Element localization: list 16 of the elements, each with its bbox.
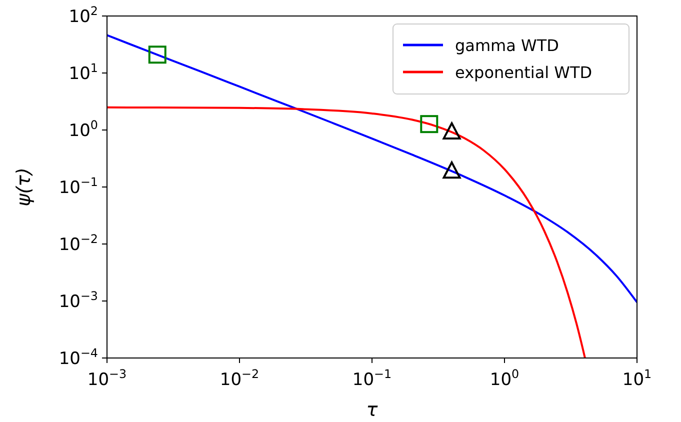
y-tick-label: 10$^{−3}$	[58, 289, 98, 312]
y-tick-label: 10$^{−4}$	[58, 346, 98, 369]
y-tick-label: 10$^{1}$	[68, 61, 98, 84]
y-tick-label: 10$^{−2}$	[58, 232, 98, 255]
x-tick-label: 10$^{−1}$	[352, 367, 392, 390]
legend-label: gamma WTD	[455, 36, 559, 55]
x-tick-label: 10$^{−2}$	[220, 367, 260, 390]
y-axis-title: ψ(τ)	[13, 168, 35, 206]
y-tick-label: 10$^{2}$	[68, 4, 98, 27]
legend-label: exponential WTD	[455, 63, 592, 82]
x-axis-title: τ	[366, 399, 378, 421]
x-tick-label: 10$^{0}$	[490, 367, 520, 390]
x-tick-label: 10$^{1}$	[622, 367, 652, 390]
y-tick-label: 10$^{0}$	[68, 118, 98, 141]
x-tick-label: 10$^{−3}$	[87, 367, 127, 390]
y-tick-label: 10$^{−1}$	[58, 175, 98, 198]
